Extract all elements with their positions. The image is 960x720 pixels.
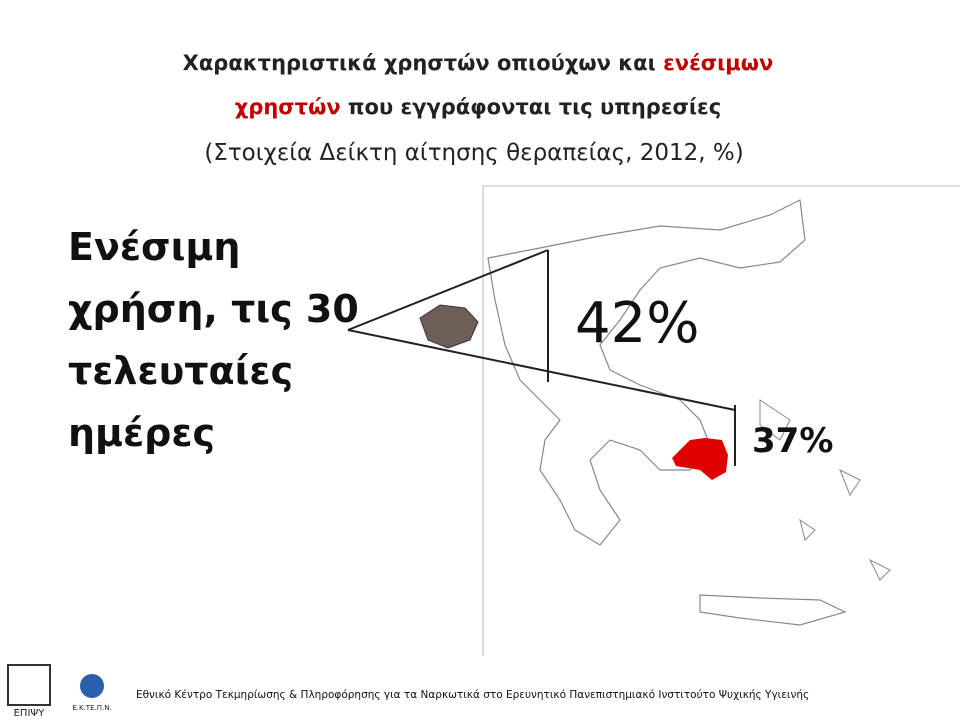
title-text: που εγγράφονται τις υπηρεσίες <box>341 95 722 119</box>
callout-line <box>347 329 736 411</box>
logo-text: ΕΠΙΨΥ <box>14 708 46 719</box>
logo-ektepn <box>80 674 104 698</box>
title-highlight: χρηστών <box>235 95 341 119</box>
title-highlight: ενέσιμων <box>663 51 773 75</box>
title-line: χρηστών που εγγράφονται τις υπηρεσίες <box>235 95 721 119</box>
logo-text: Ε.Κ.ΤΕ.Π.Ν. <box>72 704 111 712</box>
footer: Εθνικό Κέντρο Τεκμηρίωσης & Πληροφόρησης… <box>136 689 809 701</box>
title-text: Χαρακτηριστικά χρηστών οπιούχων και <box>183 51 663 75</box>
drug-icon <box>419 304 479 349</box>
label-line: χρήση, τις 30 <box>68 287 359 331</box>
callout-line <box>347 249 549 331</box>
label-line: τελευταίες <box>68 349 293 393</box>
subtitle: (Στοιχεία Δείκτη αίτησης θεραπείας, 2012… <box>204 140 743 166</box>
attica-region <box>672 438 728 480</box>
map-island <box>699 594 847 626</box>
callout-value: 42% <box>575 291 699 356</box>
title-line: Χαρακτηριστικά χρηστών οπιούχων και ενέσ… <box>183 51 774 75</box>
label-line: Ενέσιμη <box>68 225 240 269</box>
map-island <box>759 399 891 581</box>
callout-value: 37% <box>752 421 833 461</box>
logo-epipsy <box>7 664 51 706</box>
label-line: ημέρες <box>68 411 215 455</box>
map-outline <box>487 199 806 546</box>
